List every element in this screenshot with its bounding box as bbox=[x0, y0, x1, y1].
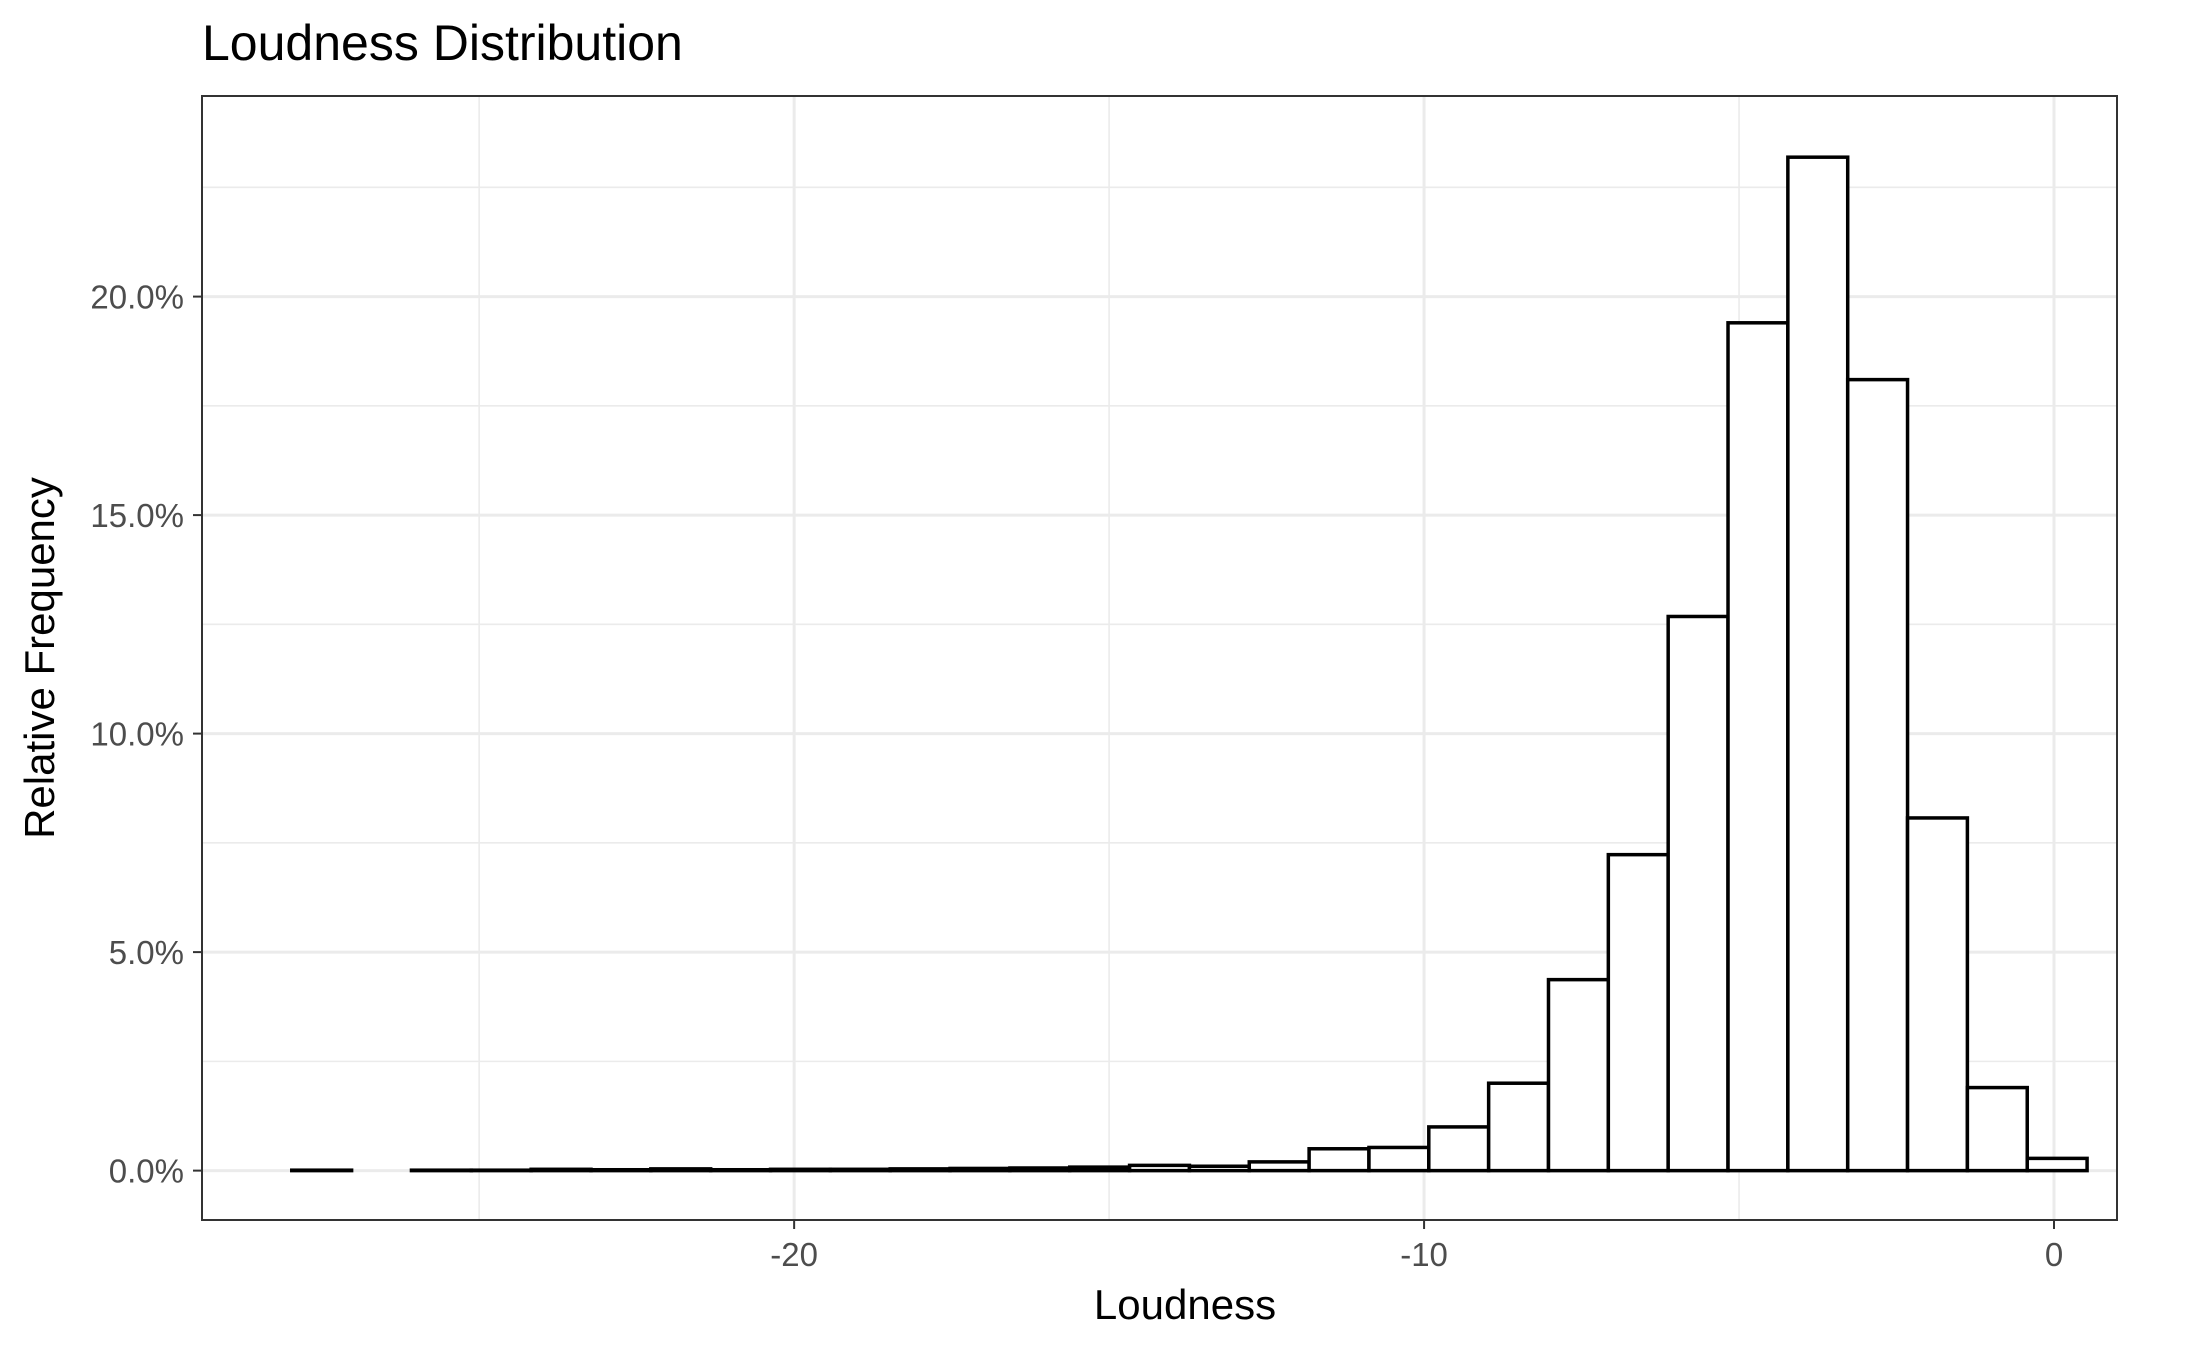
histogram-bar bbox=[589, 1167, 653, 1173]
histogram-bar bbox=[649, 1167, 713, 1173]
histogram-bar bbox=[1307, 1147, 1371, 1173]
histogram-bar bbox=[529, 1167, 593, 1173]
histogram-bar bbox=[1187, 1164, 1252, 1173]
y-tick-label: 15.0% bbox=[90, 497, 184, 534]
histogram-bar bbox=[828, 1167, 892, 1173]
histogram-bar bbox=[1905, 816, 1970, 1173]
histogram-bar bbox=[1965, 1085, 2029, 1173]
y-tick-label: 20.0% bbox=[90, 279, 184, 316]
histogram-bar bbox=[1845, 377, 1910, 1173]
histogram-bar bbox=[708, 1167, 773, 1173]
histogram-bar bbox=[1247, 1160, 1311, 1173]
histogram-bar bbox=[948, 1166, 1012, 1173]
histogram-bar bbox=[1546, 977, 1611, 1173]
histogram-bar bbox=[1486, 1081, 1551, 1173]
histogram-bar bbox=[1367, 1145, 1431, 1173]
histogram-bar bbox=[888, 1167, 952, 1173]
chart-title: Loudness Distribution bbox=[202, 15, 683, 71]
histogram-bar bbox=[1606, 852, 1670, 1173]
histogram-bar bbox=[1008, 1166, 1072, 1173]
histogram-bar bbox=[2025, 1156, 2089, 1173]
histogram-bar bbox=[768, 1167, 833, 1173]
plot-panel bbox=[201, 95, 2118, 1221]
histogram-bar bbox=[1067, 1165, 1132, 1173]
y-tick-label: 0.0% bbox=[109, 1153, 184, 1190]
x-axis: -20 -10 0 bbox=[770, 1220, 2063, 1273]
histogram-bar bbox=[1666, 614, 1730, 1173]
x-tick-label: -20 bbox=[770, 1236, 818, 1273]
histogram-bar bbox=[1427, 1125, 1491, 1173]
y-tick-label: 10.0% bbox=[90, 716, 184, 753]
x-tick-label: 0 bbox=[2045, 1236, 2063, 1273]
y-axis-title: Relative Frequency bbox=[16, 477, 63, 839]
y-axis: 0.0% 5.0% 10.0% 15.0% 20.0% bbox=[90, 279, 202, 1190]
histogram-bar bbox=[1786, 155, 1850, 1173]
histogram-bars bbox=[290, 155, 2089, 1173]
histogram-bar bbox=[1127, 1163, 1192, 1173]
histogram-bar bbox=[1726, 321, 1790, 1173]
x-axis-title: Loudness bbox=[1094, 1281, 1276, 1328]
y-tick-label: 5.0% bbox=[109, 934, 184, 971]
x-tick-label: -10 bbox=[1400, 1236, 1448, 1273]
